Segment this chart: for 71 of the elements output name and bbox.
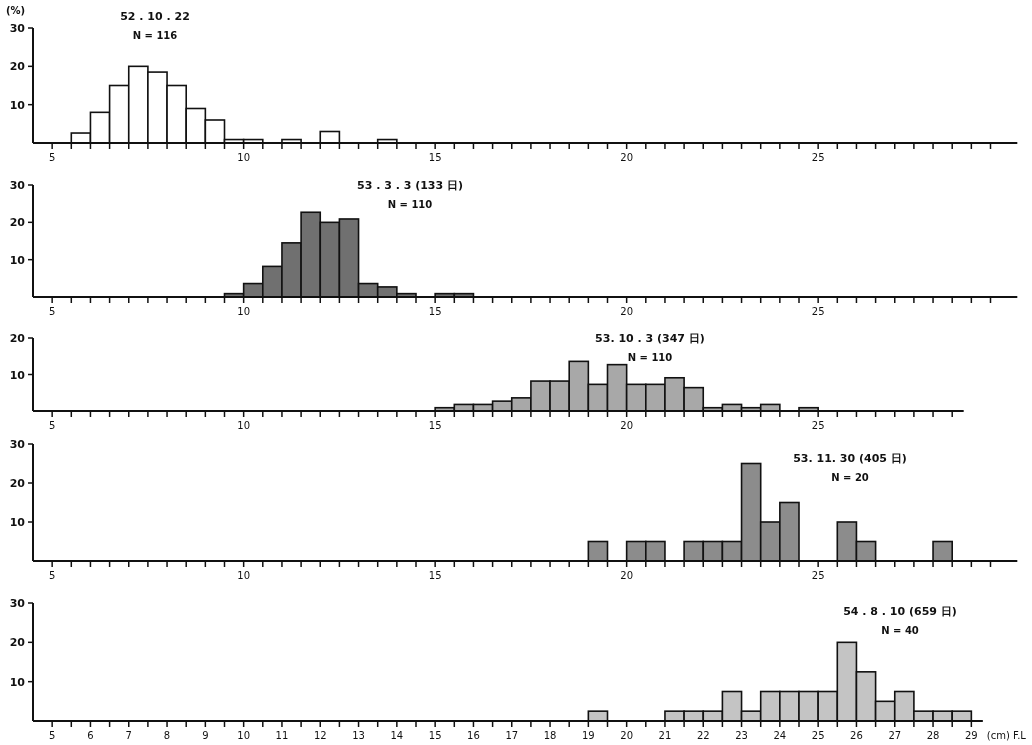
y-tick-label: 20 — [9, 216, 26, 230]
x-tick-label: 21 — [658, 730, 672, 741]
y-tick-label: 20 — [9, 477, 26, 490]
x-tick-label: 19 — [581, 730, 595, 741]
text: 53. 11. 30 (405 日) — [793, 452, 907, 465]
x-tick-label: 18 — [543, 730, 557, 741]
x-tick-label: 10 — [237, 152, 251, 163]
x-tick-label: 25 — [811, 730, 825, 741]
text: N = 20 — [831, 472, 869, 483]
y-tick-label: 10 — [9, 368, 26, 382]
text: N = 110 — [387, 199, 433, 210]
x-tick-label: 23 — [735, 730, 748, 741]
x-tick-label: 15 — [428, 570, 442, 581]
y-tick-label: 30 — [9, 597, 26, 610]
x-tick-label: 14 — [390, 730, 404, 741]
y-tick-label: 10 — [9, 98, 26, 112]
x-tick-label: 20 — [620, 420, 634, 431]
x-tick-label: 6 — [87, 730, 94, 741]
x-tick-label: 24 — [773, 730, 787, 741]
x-tick-label: 11 — [275, 730, 289, 741]
x-tick-label: 20 — [620, 152, 634, 163]
x-tick-label: 17 — [505, 730, 519, 741]
x-tick-label: 15 — [428, 306, 442, 317]
x-tick-label: 5 — [48, 306, 56, 317]
x-tick-label: 26 — [850, 730, 863, 741]
x-tick-label: 5 — [48, 152, 56, 163]
x-tick-label: 20 — [620, 570, 634, 581]
x-tick-label: 9 — [202, 730, 209, 741]
x-tick-label: 5 — [48, 420, 56, 431]
x-axis-title: (cm) F.L — [986, 730, 1027, 741]
y-tick-label: 30 — [9, 438, 26, 451]
x-tick-label: 20 — [620, 306, 634, 317]
y-axis-title: (%) — [6, 5, 26, 16]
y-tick-label: 20 — [9, 332, 26, 345]
x-tick-label: 7 — [125, 730, 132, 741]
y-tick-label: 10 — [9, 253, 26, 267]
x-tick-label: 25 — [811, 570, 825, 581]
chart-title: 54 . 8 . 10 (659 日) — [843, 605, 957, 618]
chart-title: 53 . 3 . 3 (133 日) — [357, 179, 463, 192]
y-tick-label: 30 — [9, 179, 26, 192]
chart-title: 52 . 10 . 22 — [120, 10, 190, 23]
y-tick-label: 20 — [9, 636, 26, 650]
text: N = 40 — [881, 625, 919, 636]
x-tick-label: 5 — [48, 730, 56, 741]
x-tick-label: 12 — [313, 730, 327, 741]
y-tick-label: 10 — [9, 675, 26, 689]
x-tick-label: 25 — [811, 152, 825, 163]
text: N = 110 — [627, 352, 673, 363]
y-tick-label: 10 — [9, 516, 26, 529]
y-tick-label: 20 — [9, 60, 26, 74]
x-tick-label: 16 — [467, 730, 480, 741]
chart-subtitle: N = 116 — [132, 30, 178, 41]
x-tick-label: 27 — [888, 730, 902, 741]
x-tick-label: 10 — [237, 730, 251, 741]
x-tick-label: 25 — [811, 306, 825, 317]
x-tick-label: 15 — [428, 420, 442, 431]
x-tick-label: 25 — [811, 420, 825, 431]
x-tick-label: 22 — [696, 730, 710, 741]
x-tick-label: 8 — [163, 730, 171, 741]
x-tick-label: 13 — [352, 730, 365, 741]
x-tick-label: 15 — [428, 152, 442, 163]
x-tick-label: 29 — [964, 730, 978, 741]
x-tick-label: 10 — [237, 420, 251, 431]
x-tick-label: 10 — [237, 570, 251, 581]
x-tick-label: 20 — [620, 730, 634, 741]
chart-title: 53. 10 . 3 (347 日) — [595, 332, 705, 345]
x-tick-label: 28 — [926, 730, 940, 741]
x-tick-label: 5 — [48, 570, 56, 581]
y-tick-label: 30 — [9, 22, 26, 35]
x-tick-label: 10 — [237, 306, 251, 317]
x-tick-label: 15 — [428, 730, 442, 741]
